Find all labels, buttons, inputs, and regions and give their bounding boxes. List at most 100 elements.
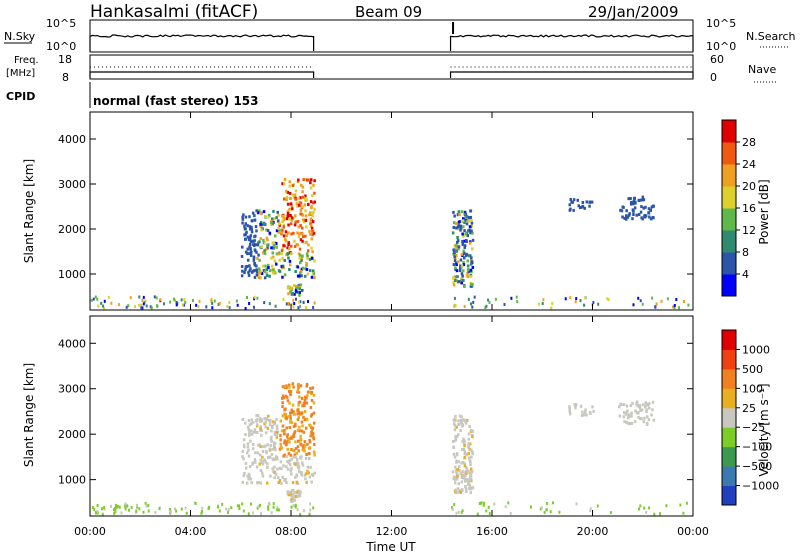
scatter-cell [469, 460, 472, 463]
colorbar-swatch-3 [722, 427, 736, 448]
scatter-cell [281, 414, 285, 418]
scatter-cell [250, 481, 253, 485]
scatter-cell [467, 297, 470, 301]
scatter-cell [465, 466, 468, 469]
scatter-cell [537, 302, 540, 306]
scatter-cell [588, 204, 591, 208]
scatter-cell [247, 477, 250, 481]
scatter-cell [266, 466, 269, 469]
x-tick-label-0: 00:00 [74, 525, 106, 538]
scatter-cell [312, 269, 315, 273]
scatter-cell [298, 203, 301, 207]
scatter-cell [275, 262, 278, 266]
scatter-cell [290, 489, 294, 492]
scatter-cell [310, 414, 313, 418]
scatter-cell [309, 232, 312, 236]
scatter-cell [295, 289, 298, 293]
scatter-cell [305, 480, 308, 484]
scatter-cell [310, 224, 313, 228]
scatter-cell [282, 464, 285, 468]
scatter-cell [468, 487, 472, 491]
scatter-cell [258, 271, 261, 275]
scatter-cell [294, 495, 298, 498]
scatter-cell [639, 504, 642, 508]
scatter-cell [253, 295, 256, 299]
scatter-cell [305, 225, 308, 229]
scatter-cell [282, 244, 285, 248]
scatter-cell [292, 231, 295, 235]
scatter-cell [288, 385, 291, 389]
scatter-cell [647, 207, 651, 211]
colorbar-swatch-5 [722, 164, 736, 187]
scatter-cell [453, 455, 457, 459]
scatter-cell [273, 430, 277, 434]
scatter-cell [263, 276, 267, 280]
scatter-cell [257, 253, 260, 257]
scatter-cell [465, 215, 469, 219]
scatter-cell [306, 249, 310, 253]
scatter-cell [478, 502, 481, 506]
scatter-cell [265, 274, 269, 277]
scatter-cell [462, 269, 465, 273]
scatter-cell [310, 275, 314, 279]
scatter-cell [313, 453, 316, 457]
scatter-cell [275, 229, 279, 233]
scatter-cell [295, 480, 299, 484]
scatter-cell [576, 198, 579, 202]
scatter-cell [258, 453, 262, 457]
scatter-cell [456, 468, 459, 471]
scatter-cell [273, 476, 276, 480]
scatter-cell [455, 425, 458, 429]
scatter-cell [293, 223, 297, 227]
scatter-cell [644, 405, 647, 409]
scatter-cell [294, 462, 297, 466]
scatter-cell [228, 306, 231, 310]
scatter-cell [285, 384, 288, 388]
scatter-cell [273, 259, 277, 263]
x-tick-label-1: 04:00 [175, 525, 207, 538]
scatter-cell [543, 511, 546, 514]
scatter-cell [271, 251, 274, 255]
scatter-cell [292, 434, 296, 438]
scatter-cell [470, 229, 473, 233]
scatter-cell [289, 463, 292, 467]
scatter-cell [255, 264, 258, 268]
scatter-cell [592, 409, 595, 413]
scatter-cell [305, 178, 308, 181]
scatter-cell [306, 469, 309, 473]
scatter-cell [292, 298, 295, 302]
scatter-cell [267, 263, 270, 267]
scatter-cell [455, 434, 459, 438]
scatter-cell [147, 509, 150, 513]
scatter-cell [466, 259, 469, 263]
scatter-cell [281, 256, 284, 260]
scatter-cell [584, 410, 587, 414]
scatter-cell [640, 216, 643, 220]
scatter-cell [637, 213, 641, 216]
scatter-cell [246, 474, 249, 478]
scatter-cell [275, 245, 278, 249]
scatter-cell [246, 296, 248, 299]
scatter-cell [302, 430, 306, 434]
scatter-cell [468, 456, 471, 460]
scatter-cell [236, 303, 239, 307]
scatter-cell [542, 298, 545, 302]
scatter-cell [261, 455, 264, 459]
scatter-cell [124, 502, 127, 506]
scatter-cell [659, 512, 661, 516]
scatter-cell [217, 302, 220, 306]
scatter-cell [466, 272, 469, 276]
scatter-cell [96, 297, 99, 301]
scatter-cell [675, 298, 678, 301]
scatter-cell [301, 424, 304, 428]
scatter-cell [172, 297, 175, 301]
scatter-cell [471, 238, 475, 242]
scatter-cell [248, 264, 251, 268]
nsky-trace-segment-1 [449, 34, 694, 51]
scatter-cell [286, 286, 290, 290]
scatter-cell [297, 494, 300, 498]
scatter-cell [289, 419, 293, 423]
scatter-cell [467, 437, 471, 441]
scatter-cell [463, 464, 467, 468]
scatter-cell [621, 215, 624, 219]
